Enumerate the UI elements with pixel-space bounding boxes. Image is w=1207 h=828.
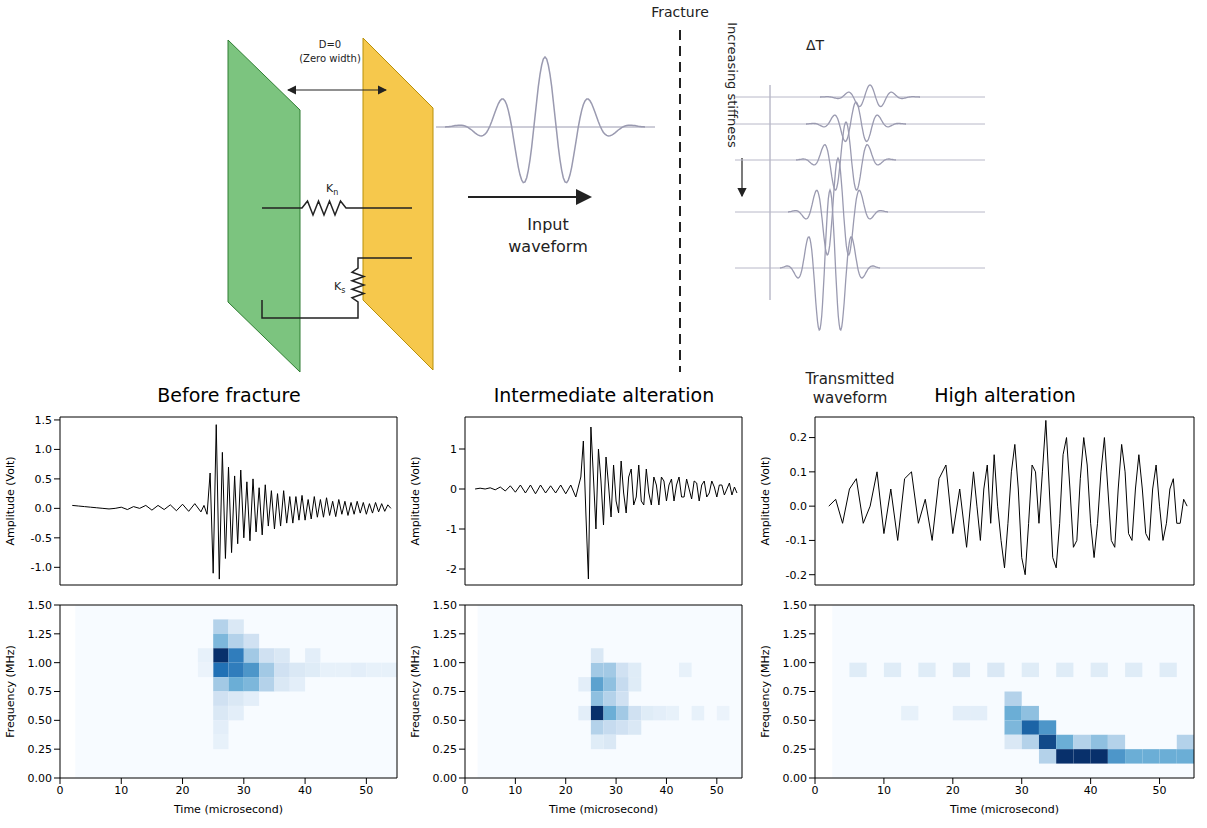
svg-text:Time (microsecond): Time (microsecond) [548, 803, 658, 816]
svg-text:0.75: 0.75 [433, 685, 458, 698]
svg-text:Transmitted: Transmitted [805, 370, 895, 388]
svg-text:0: 0 [812, 784, 819, 797]
html-text:Before fracture: Before fracture [157, 384, 301, 406]
svg-text:1.25: 1.25 [433, 628, 458, 641]
svg-text:0.00: 0.00 [783, 772, 808, 785]
svg-text:-1: -1 [446, 523, 457, 536]
svg-text:Amplitude (Volt): Amplitude (Volt) [759, 456, 772, 545]
svg-text:0.25: 0.25 [28, 743, 53, 756]
svg-text:Ks: Ks [334, 280, 345, 295]
svg-text:0.25: 0.25 [783, 743, 808, 756]
svg-text:-2: -2 [446, 563, 457, 576]
svg-text:0.50: 0.50 [783, 714, 808, 727]
svg-text:0.25: 0.25 [433, 743, 458, 756]
svg-text:1.25: 1.25 [783, 628, 808, 641]
svg-text:0.00: 0.00 [433, 772, 458, 785]
svg-text:Time (microsecond): Time (microsecond) [949, 803, 1059, 816]
svg-text:40: 40 [298, 784, 312, 797]
svg-text:50: 50 [710, 784, 724, 797]
svg-text:Time (microsecond): Time (microsecond) [173, 803, 283, 816]
svg-text:20: 20 [176, 784, 190, 797]
svg-text:10: 10 [877, 784, 891, 797]
svg-text:40: 40 [1084, 784, 1098, 797]
html-text:High alteration: High alteration [934, 384, 1076, 406]
svg-text:ΔT: ΔT [806, 37, 825, 53]
svg-text:0.0: 0.0 [790, 500, 808, 513]
svg-text:-0.5: -0.5 [31, 532, 52, 545]
svg-text:1.50: 1.50 [433, 599, 458, 612]
svg-text:50: 50 [359, 784, 373, 797]
svg-text:(Zero width): (Zero width) [299, 53, 361, 64]
svg-text:-0.1: -0.1 [786, 534, 807, 547]
svg-text:0.2: 0.2 [790, 431, 808, 444]
svg-text:1.00: 1.00 [433, 657, 458, 670]
svg-text:0.50: 0.50 [433, 714, 458, 727]
svg-text:waveform: waveform [813, 389, 888, 407]
svg-text:Frequency (MHz): Frequency (MHz) [409, 645, 422, 737]
svg-text:Amplitude (Volt): Amplitude (Volt) [409, 456, 422, 545]
svg-text:1.00: 1.00 [28, 657, 53, 670]
svg-text:30: 30 [1015, 784, 1029, 797]
svg-text:10: 10 [508, 784, 522, 797]
svg-text:0: 0 [57, 784, 64, 797]
svg-text:0.1: 0.1 [790, 466, 808, 479]
svg-text:D=0: D=0 [319, 39, 341, 50]
svg-text:Input: Input [527, 215, 568, 234]
svg-text:30: 30 [609, 784, 623, 797]
svg-text:Amplitude (Volt): Amplitude (Volt) [4, 456, 17, 545]
svg-text:0.00: 0.00 [28, 772, 53, 785]
svg-text:30: 30 [237, 784, 251, 797]
svg-text:0.75: 0.75 [783, 685, 808, 698]
svg-text:1.50: 1.50 [783, 599, 808, 612]
svg-text:20: 20 [559, 784, 573, 797]
svg-text:1.5: 1.5 [35, 414, 53, 427]
svg-text:1.0: 1.0 [35, 443, 53, 456]
svg-text:20: 20 [946, 784, 960, 797]
svg-text:Increasing stiffness: Increasing stiffness [725, 22, 740, 148]
svg-text:0.0: 0.0 [35, 502, 53, 515]
svg-text:1.25: 1.25 [28, 628, 53, 641]
svg-text:0: 0 [450, 483, 457, 496]
svg-text:1: 1 [450, 443, 457, 456]
svg-text:Kn: Kn [326, 182, 338, 197]
svg-text:-0.2: -0.2 [786, 569, 807, 582]
svg-text:50: 50 [1153, 784, 1167, 797]
svg-text:0.5: 0.5 [35, 473, 53, 486]
svg-text:0: 0 [462, 784, 469, 797]
svg-text:40: 40 [659, 784, 673, 797]
svg-text:Fracture: Fracture [651, 4, 709, 20]
svg-text:Frequency (MHz): Frequency (MHz) [759, 645, 772, 737]
svg-text:waveform: waveform [508, 237, 588, 256]
svg-text:1.00: 1.00 [783, 657, 808, 670]
svg-text:Frequency (MHz): Frequency (MHz) [4, 645, 17, 737]
svg-text:0.75: 0.75 [28, 685, 53, 698]
svg-text:10: 10 [114, 784, 128, 797]
svg-text:0.50: 0.50 [28, 714, 53, 727]
svg-text:1.50: 1.50 [28, 599, 53, 612]
svg-text:-1.0: -1.0 [31, 561, 52, 574]
html-text:Intermediate alteration: Intermediate alteration [493, 384, 715, 406]
